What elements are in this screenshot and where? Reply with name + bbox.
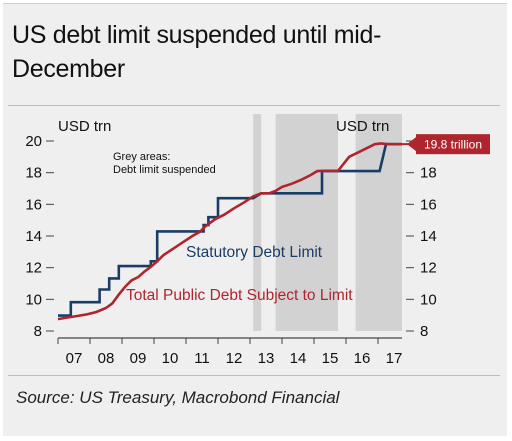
series-line-total-public-debt bbox=[57, 142, 402, 321]
x-tick-label-07: 07 bbox=[66, 350, 83, 367]
y-tick-label-right-16: 16 bbox=[420, 196, 437, 213]
y-tick-label-left-20: 20 bbox=[25, 133, 42, 150]
title-divider bbox=[8, 105, 500, 106]
y-ticks-left: 8 10 12 14 16 18 20 bbox=[25, 133, 54, 340]
y-axis-unit-right: USD trn bbox=[336, 118, 389, 135]
shaded-period-2 bbox=[355, 114, 402, 331]
y-tick-label-right-14: 14 bbox=[420, 228, 437, 245]
callout-19-8-trillion: 19.8 trillion bbox=[396, 134, 490, 155]
x-tick-label-08: 08 bbox=[98, 350, 115, 367]
callout-box bbox=[416, 134, 490, 155]
source-note: Source: US Treasury, Macrobond Financial bbox=[16, 388, 340, 407]
x-tick-label-10: 10 bbox=[162, 350, 179, 367]
chart-title: US debt limit suspended until mid-Decemb… bbox=[12, 21, 382, 83]
shaded-period-1 bbox=[275, 114, 338, 331]
series-label-total-public-debt: Total Public Debt Subject to Limit bbox=[126, 287, 353, 304]
x-tick-label-17: 17 bbox=[386, 350, 403, 367]
y-tick-label-left-10: 10 bbox=[25, 291, 42, 308]
y-tick-label-right-8: 8 bbox=[420, 323, 428, 340]
x-tick-label-09: 09 bbox=[130, 350, 147, 367]
y-tick-label-right-18: 18 bbox=[420, 165, 437, 182]
source-divider bbox=[8, 375, 500, 376]
x-tick-label-14: 14 bbox=[290, 350, 307, 367]
y-tick-label-left-14: 14 bbox=[25, 228, 42, 245]
y-tick-label-left-8: 8 bbox=[34, 323, 42, 340]
x-tick-label-13: 13 bbox=[258, 350, 275, 367]
y-tick-label-left-12: 12 bbox=[25, 260, 42, 277]
shaded-note: Grey areas: Debt limit suspended bbox=[113, 151, 216, 176]
y-tick-label-left-18: 18 bbox=[25, 165, 42, 182]
y-tick-label-right-10: 10 bbox=[420, 291, 437, 308]
x-tick-label-11: 11 bbox=[194, 350, 210, 367]
x-tick-label-16: 16 bbox=[354, 350, 371, 367]
x-tick-label-15: 15 bbox=[322, 350, 339, 367]
shaded-period-0 bbox=[253, 114, 262, 331]
series-label-statutory-debt-limit: Statutory Debt Limit bbox=[186, 244, 323, 261]
y-axis-unit-left: USD trn bbox=[58, 118, 111, 135]
callout-pointer bbox=[407, 137, 416, 152]
x-ticks: 07 08 09 10 11 12 13 14 15 16 17 bbox=[57, 338, 403, 367]
callout-text: 19.8 trillion bbox=[424, 138, 482, 152]
y-tick-label-right-12: 12 bbox=[420, 260, 437, 277]
y-tick-label-left-16: 16 bbox=[25, 196, 42, 213]
x-tick-label-12: 12 bbox=[226, 350, 243, 367]
